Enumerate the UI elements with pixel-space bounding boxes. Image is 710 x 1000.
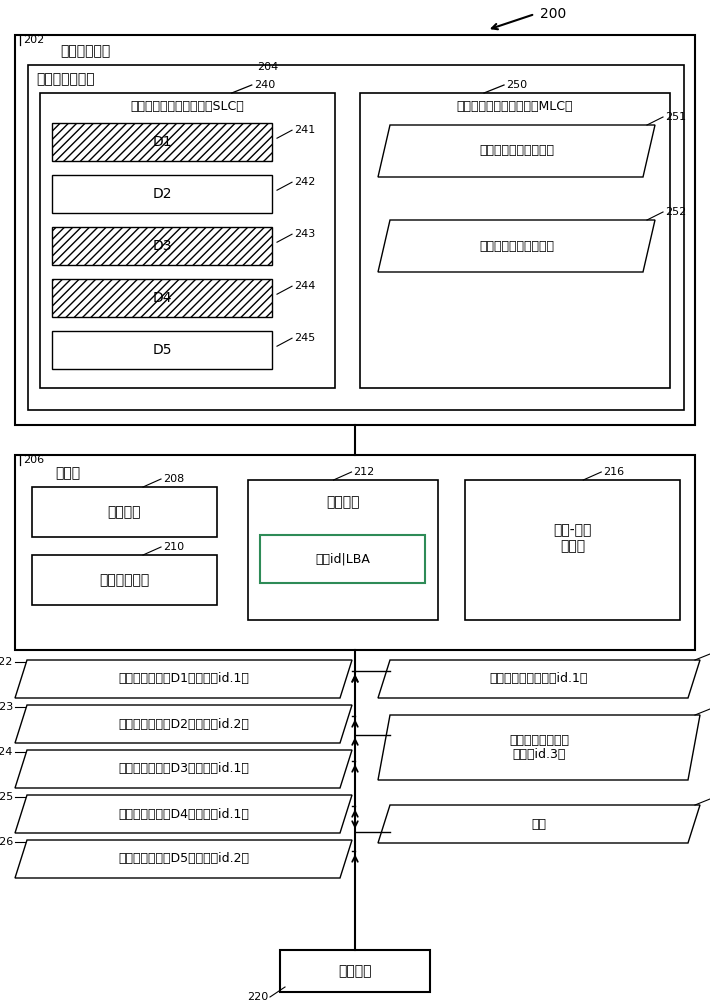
Polygon shape xyxy=(15,705,352,743)
Text: 第三写入命令（D3，上下文id.1）: 第三写入命令（D3，上下文id.1） xyxy=(118,762,249,776)
FancyBboxPatch shape xyxy=(52,123,272,161)
FancyBboxPatch shape xyxy=(280,950,430,992)
Text: 222: 222 xyxy=(0,657,13,667)
Text: 208: 208 xyxy=(163,474,185,484)
Text: D5: D5 xyxy=(152,343,172,357)
Polygon shape xyxy=(378,125,655,177)
FancyBboxPatch shape xyxy=(465,480,680,620)
Text: 206: 206 xyxy=(23,455,44,465)
Text: 250: 250 xyxy=(506,80,527,90)
Polygon shape xyxy=(15,750,352,788)
Text: 上下文比较器: 上下文比较器 xyxy=(99,573,150,587)
Polygon shape xyxy=(378,715,700,780)
Text: 数据: 数据 xyxy=(532,818,547,830)
Text: 204: 204 xyxy=(257,62,278,72)
FancyBboxPatch shape xyxy=(32,487,217,537)
Text: 数据存储设备: 数据存储设备 xyxy=(60,44,110,58)
Text: 224: 224 xyxy=(0,747,13,757)
Text: 243: 243 xyxy=(294,229,315,239)
Text: 210: 210 xyxy=(163,542,184,552)
Text: 251: 251 xyxy=(665,112,686,122)
Text: 主机设备: 主机设备 xyxy=(338,964,372,978)
Text: 245: 245 xyxy=(294,333,315,343)
FancyBboxPatch shape xyxy=(52,227,272,265)
FancyBboxPatch shape xyxy=(15,35,695,425)
Text: 关闭上下文（上下文id.1）: 关闭上下文（上下文id.1） xyxy=(490,672,588,686)
FancyBboxPatch shape xyxy=(52,279,272,317)
Text: 控制器: 控制器 xyxy=(55,466,80,480)
Text: 216: 216 xyxy=(604,467,624,477)
Text: 244: 244 xyxy=(294,281,315,291)
FancyBboxPatch shape xyxy=(28,65,684,410)
FancyBboxPatch shape xyxy=(32,555,217,605)
Text: 第二写入命令（D2，上下文id.2）: 第二写入命令（D2，上下文id.2） xyxy=(118,718,249,730)
Text: 第一写入命令（D1，上下文id.1）: 第一写入命令（D1，上下文id.1） xyxy=(118,672,249,686)
Text: 读取请求（地址，
上下文id.3）: 读取请求（地址， 上下文id.3） xyxy=(509,734,569,762)
Polygon shape xyxy=(378,660,700,698)
Text: 第一存储器区域（例如，SLC）: 第一存储器区域（例如，SLC） xyxy=(131,101,244,113)
Text: 200: 200 xyxy=(540,7,567,21)
Text: D4: D4 xyxy=(152,291,172,305)
Text: 压缩数据（第二分组）: 压缩数据（第二分组） xyxy=(479,239,554,252)
Text: 非易失性存储器: 非易失性存储器 xyxy=(36,72,94,86)
Text: 240: 240 xyxy=(253,80,275,90)
Text: 压缩数据（第一分组）: 压缩数据（第一分组） xyxy=(479,144,554,157)
Text: 第五写入命令（D5，上下文id.2）: 第五写入命令（D5，上下文id.2） xyxy=(118,852,249,865)
Polygon shape xyxy=(15,795,352,833)
Text: 映射信息: 映射信息 xyxy=(327,495,360,509)
Text: D2: D2 xyxy=(152,187,172,201)
Polygon shape xyxy=(378,805,700,843)
Text: 压缩引擎: 压缩引擎 xyxy=(108,505,141,519)
FancyBboxPatch shape xyxy=(40,93,335,388)
Text: 202: 202 xyxy=(23,35,44,45)
Text: 第四写入命令（D4，上下文id.1）: 第四写入命令（D4，上下文id.1） xyxy=(118,808,249,820)
Text: D1: D1 xyxy=(152,135,172,149)
Polygon shape xyxy=(378,220,655,272)
Text: 225: 225 xyxy=(0,792,13,802)
FancyBboxPatch shape xyxy=(52,331,272,369)
Text: 220: 220 xyxy=(247,992,268,1000)
FancyBboxPatch shape xyxy=(248,480,438,620)
Polygon shape xyxy=(15,660,352,698)
Text: 分组id|LBA: 分组id|LBA xyxy=(315,552,370,566)
Text: 逻辑-物理
地址表: 逻辑-物理 地址表 xyxy=(553,523,591,553)
Text: 212: 212 xyxy=(354,467,375,477)
Text: 242: 242 xyxy=(294,177,315,187)
Text: 第二存储器区域（例如，MLC）: 第二存储器区域（例如，MLC） xyxy=(457,101,573,113)
FancyBboxPatch shape xyxy=(15,455,695,650)
FancyBboxPatch shape xyxy=(260,535,425,583)
Text: 241: 241 xyxy=(294,125,315,135)
FancyBboxPatch shape xyxy=(52,175,272,213)
Text: 226: 226 xyxy=(0,837,13,847)
Text: 252: 252 xyxy=(665,207,687,217)
Polygon shape xyxy=(15,840,352,878)
Text: D3: D3 xyxy=(152,239,172,253)
FancyBboxPatch shape xyxy=(360,93,670,388)
Text: 223: 223 xyxy=(0,702,13,712)
